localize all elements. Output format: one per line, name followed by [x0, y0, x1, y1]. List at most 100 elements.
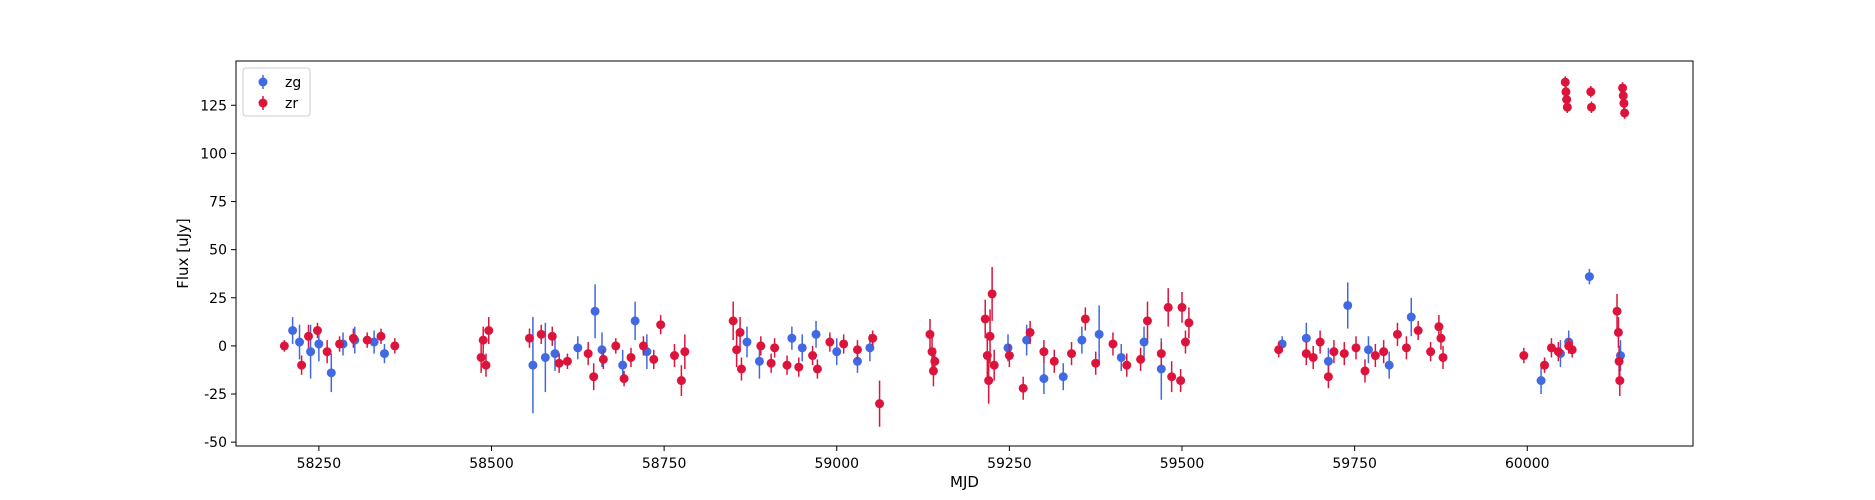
data-point-zg	[1039, 374, 1049, 384]
x-tick-label: 58250	[297, 456, 342, 472]
data-point-zr	[583, 349, 593, 359]
data-point-zg	[540, 352, 550, 362]
data-point-zr	[304, 331, 314, 341]
data-point-zg	[797, 343, 807, 353]
y-tick-label: -25	[204, 387, 227, 403]
data-point-zr	[1156, 349, 1166, 359]
data-point-zg	[618, 360, 628, 370]
data-point-zr	[554, 358, 564, 368]
data-point-zr	[839, 339, 849, 349]
data-point-zg	[1536, 376, 1546, 386]
data-point-zr	[279, 341, 289, 351]
data-point-zr	[348, 333, 358, 343]
data-point-zr	[980, 314, 990, 324]
data-point-zg	[1003, 343, 1013, 353]
data-point-zr	[1562, 95, 1572, 104]
data-point-zg	[288, 326, 298, 335]
data-point-zr	[1562, 102, 1572, 112]
data-point-zg	[314, 339, 324, 349]
data-point-zr	[1274, 345, 1284, 355]
data-point-zg	[1022, 335, 1032, 345]
data-point-zr	[1136, 354, 1146, 364]
data-point-zr	[735, 327, 745, 337]
data-point-zr	[536, 329, 546, 339]
data-point-zg	[742, 337, 752, 347]
data-point-zr	[335, 339, 345, 349]
data-point-zr	[732, 345, 742, 355]
data-point-zr	[1176, 376, 1186, 386]
data-point-zr	[376, 331, 386, 341]
data-point-zr	[481, 360, 491, 370]
y-tick-label: 125	[200, 98, 227, 114]
data-point-zg	[1077, 335, 1087, 345]
data-point-zr	[638, 341, 648, 351]
legend-label-zg: zg	[285, 75, 301, 91]
data-point-zr	[322, 347, 332, 357]
data-point-zr	[680, 347, 690, 357]
x-tick-label: 58750	[642, 456, 687, 472]
data-point-zr	[1540, 360, 1550, 370]
data-point-zg	[630, 316, 640, 326]
data-point-zr	[987, 289, 997, 299]
data-point-zr	[808, 351, 818, 361]
data-point-zr	[676, 376, 686, 386]
y-tick-label: 50	[209, 243, 227, 259]
data-point-zg	[306, 347, 316, 357]
y-tick-label: 100	[200, 146, 227, 162]
x-tick-label: 59000	[814, 456, 859, 472]
data-point-zg	[326, 368, 336, 378]
data-point-zr	[1612, 306, 1622, 316]
x-tick-label: 59500	[1160, 456, 1205, 472]
data-point-zr	[611, 341, 621, 351]
plot-frame	[235, 60, 1694, 447]
data-point-zr	[478, 335, 488, 345]
data-point-zr	[1351, 343, 1361, 353]
data-point-zr	[1091, 358, 1101, 368]
y-axis-ticks: -50 -25 0 25 50 75 100 125	[200, 98, 236, 451]
data-point-zr	[626, 352, 636, 362]
data-point-zg	[550, 349, 560, 359]
data-point-zr	[1618, 91, 1628, 101]
data-point-zr	[562, 356, 572, 366]
data-point-zr	[1323, 372, 1333, 382]
data-point-zr	[1392, 329, 1402, 339]
data-point-zr	[547, 331, 557, 341]
data-point-zg	[1058, 372, 1068, 382]
x-tick-label: 59250	[987, 456, 1032, 472]
data-point-zr	[1553, 347, 1563, 357]
series-zr	[279, 76, 1630, 427]
data-point-zr	[1360, 366, 1370, 376]
data-point-zr	[649, 354, 659, 364]
data-point-zg	[1323, 356, 1333, 366]
y-tick-label: -50	[204, 435, 227, 451]
data-point-zr	[794, 362, 804, 372]
data-point-zr	[930, 356, 940, 366]
data-point-zr	[1426, 347, 1436, 357]
data-point-zg	[295, 337, 305, 347]
legend-marker-zr	[258, 98, 268, 108]
data-point-zg	[852, 356, 862, 366]
data-point-zr	[1308, 352, 1318, 362]
data-point-zr	[1108, 339, 1118, 349]
data-point-zg	[811, 329, 821, 339]
data-point-zr	[1163, 302, 1173, 312]
data-point-zr	[669, 351, 679, 361]
data-point-zg	[1343, 300, 1353, 310]
data-point-zr	[1560, 77, 1570, 87]
data-point-zg	[1301, 333, 1311, 343]
data-point-zr	[1184, 318, 1194, 328]
data-point-zr	[1018, 383, 1028, 393]
x-tick-label: 58500	[469, 456, 514, 472]
data-point-zr	[1438, 352, 1448, 362]
data-point-zr	[362, 335, 372, 345]
data-point-zr	[928, 366, 938, 376]
data-point-zr	[1613, 327, 1623, 337]
data-point-zg	[1094, 329, 1104, 339]
data-point-zg	[379, 349, 389, 359]
x-tick-label: 60000	[1505, 456, 1550, 472]
data-point-zr	[1586, 87, 1596, 97]
data-point-zr	[1039, 347, 1049, 357]
data-point-zr	[1122, 360, 1132, 370]
data-point-zr	[297, 360, 307, 370]
data-point-zr	[766, 358, 776, 368]
